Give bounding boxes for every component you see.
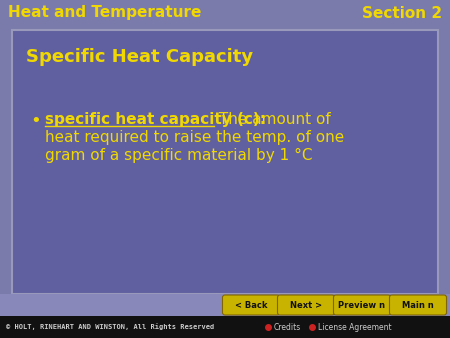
Text: The amount of: The amount of [214, 112, 330, 127]
Text: Next >: Next > [290, 300, 322, 310]
Text: Specific Heat Capacity: Specific Heat Capacity [26, 48, 253, 66]
Text: License Agreement: License Agreement [318, 322, 392, 332]
Text: •: • [30, 112, 41, 130]
FancyBboxPatch shape [0, 294, 450, 316]
Text: Credits: Credits [274, 322, 301, 332]
FancyBboxPatch shape [0, 316, 450, 338]
Text: Preview n: Preview n [338, 300, 386, 310]
FancyBboxPatch shape [390, 295, 446, 315]
FancyBboxPatch shape [0, 0, 450, 28]
Text: heat required to raise the temp. of one: heat required to raise the temp. of one [45, 130, 344, 145]
Text: Heat and Temperature: Heat and Temperature [8, 5, 202, 21]
Text: © HOLT, RINEHART AND WINSTON, All Rights Reserved: © HOLT, RINEHART AND WINSTON, All Rights… [6, 323, 214, 331]
Text: specific heat capacity (c):: specific heat capacity (c): [45, 112, 266, 127]
Text: Section 2: Section 2 [362, 5, 442, 21]
FancyBboxPatch shape [278, 295, 334, 315]
FancyBboxPatch shape [333, 295, 391, 315]
Text: Main n: Main n [402, 300, 434, 310]
FancyBboxPatch shape [12, 30, 438, 294]
Text: < Back: < Back [235, 300, 267, 310]
FancyBboxPatch shape [222, 295, 279, 315]
Text: gram of a specific material by 1 °C: gram of a specific material by 1 °C [45, 148, 312, 163]
